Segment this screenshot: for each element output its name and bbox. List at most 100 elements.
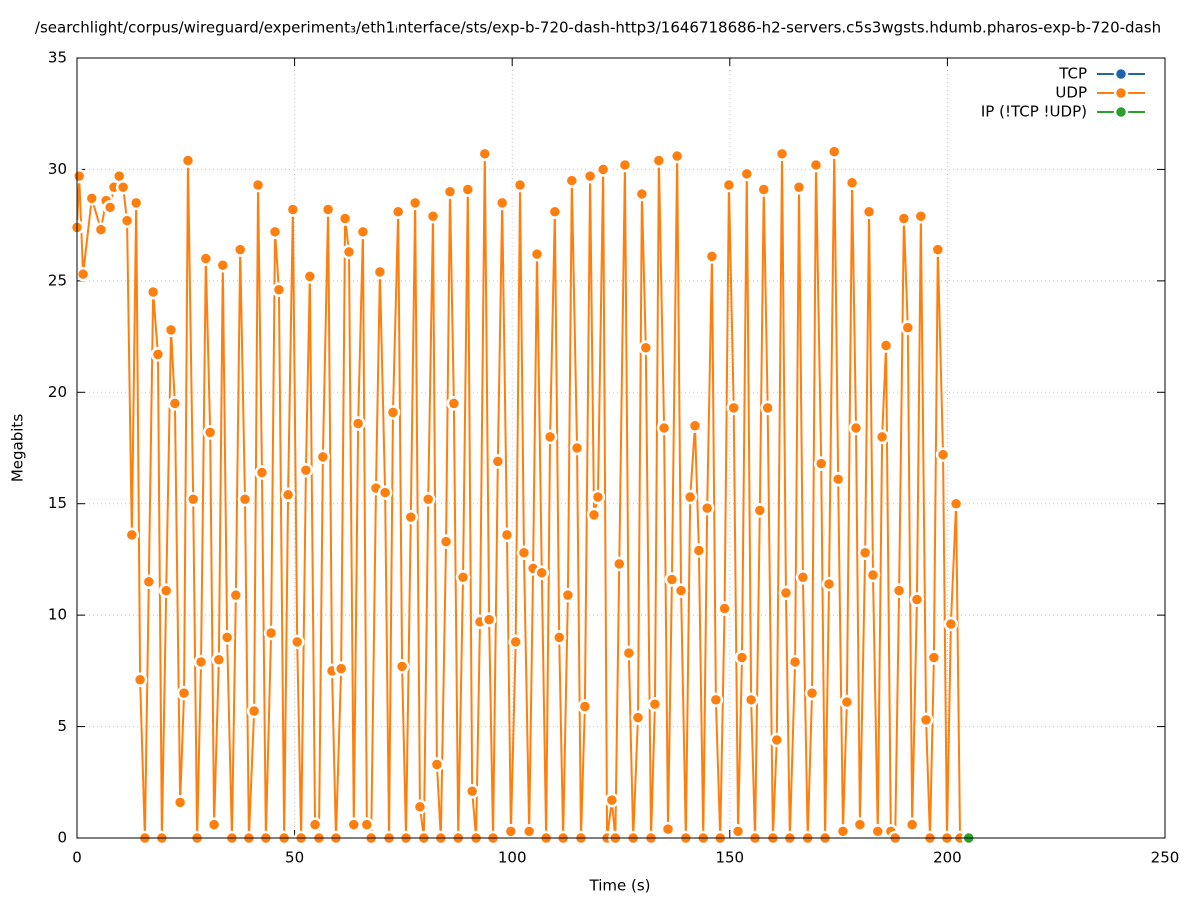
data-point [547,204,563,220]
data-point [464,783,480,799]
legend-label: TCP [1058,65,1087,83]
data-point [560,587,576,603]
data-point [141,574,157,589]
data-point [874,429,890,445]
legend-marker [1113,66,1129,82]
data-point [512,177,528,193]
data-point [870,824,886,839]
data-point [699,500,715,516]
data-point [577,699,593,714]
data-point [477,146,493,162]
data-point [948,496,964,511]
data-point [586,507,602,523]
data-point [826,144,842,159]
data-point [412,799,428,815]
data-point [302,269,318,284]
data-point [158,583,174,598]
data-point [198,251,214,266]
data-point [708,692,724,708]
data-point [289,634,305,650]
data-point [582,168,598,184]
data-point [267,224,283,240]
data-point [403,509,419,525]
data-point [180,153,196,168]
data-point [185,492,201,507]
data-point [691,543,707,558]
data-point [385,405,401,420]
data-point [857,545,873,560]
data-point [621,645,637,661]
data-point [865,567,881,583]
y-tick-label: 10 [48,606,67,624]
data-point [119,213,135,228]
data-point [590,489,606,505]
data-point [315,449,331,465]
data-point [206,817,222,832]
data-point [232,242,248,257]
data-point [219,630,235,645]
data-point [844,175,860,191]
data-point [228,587,244,603]
data-point [333,661,349,676]
data-point [704,249,720,264]
x-tick-label: 100 [498,849,527,867]
data-point [202,425,218,440]
data-point [752,503,768,518]
data-point [455,570,471,585]
data-point [250,177,266,193]
data-point [350,416,366,431]
legend-marker [1113,104,1129,120]
series-line [76,151,962,842]
data-point [425,208,441,224]
data-point [604,792,620,808]
data-point [503,824,519,839]
data-point [246,703,262,719]
data-point [830,471,846,487]
data-point [341,244,357,260]
data-point [551,630,567,645]
data-point [778,585,794,601]
x-tick-label: 200 [933,849,962,867]
data-point [176,685,192,701]
data-point [909,592,925,607]
data-point [787,654,803,670]
y-tick-label: 25 [48,271,67,289]
y-tick-label: 0 [57,829,67,847]
plot-frame [76,57,1166,839]
data-point [446,396,462,411]
data-point [660,821,676,837]
data-point [346,817,362,832]
data-point [839,694,855,710]
data-point [891,583,907,598]
data-point [638,340,654,355]
data-point [442,184,458,199]
data-point [516,545,532,560]
data-point [215,258,231,273]
data-point [717,601,732,616]
data-point [285,202,301,217]
data-point [460,182,476,197]
data-point [407,195,423,211]
y-tick-label: 35 [48,49,67,67]
data-point [612,556,627,572]
data-point [75,266,91,282]
data-point [320,202,336,217]
data-point [904,817,920,832]
data-point [647,697,663,712]
data-point [926,650,942,665]
legend-marker [1113,85,1129,101]
data-point [337,211,353,226]
data-point [721,177,737,193]
data-point [564,173,580,188]
data-point [943,616,959,632]
data-point [656,420,672,436]
data-point [494,195,510,211]
data-point [150,347,166,362]
data-point [682,489,698,505]
data-point [821,576,837,592]
data-point [128,195,144,211]
data-point [687,418,703,433]
data-point [102,200,118,215]
data-point [124,527,140,543]
